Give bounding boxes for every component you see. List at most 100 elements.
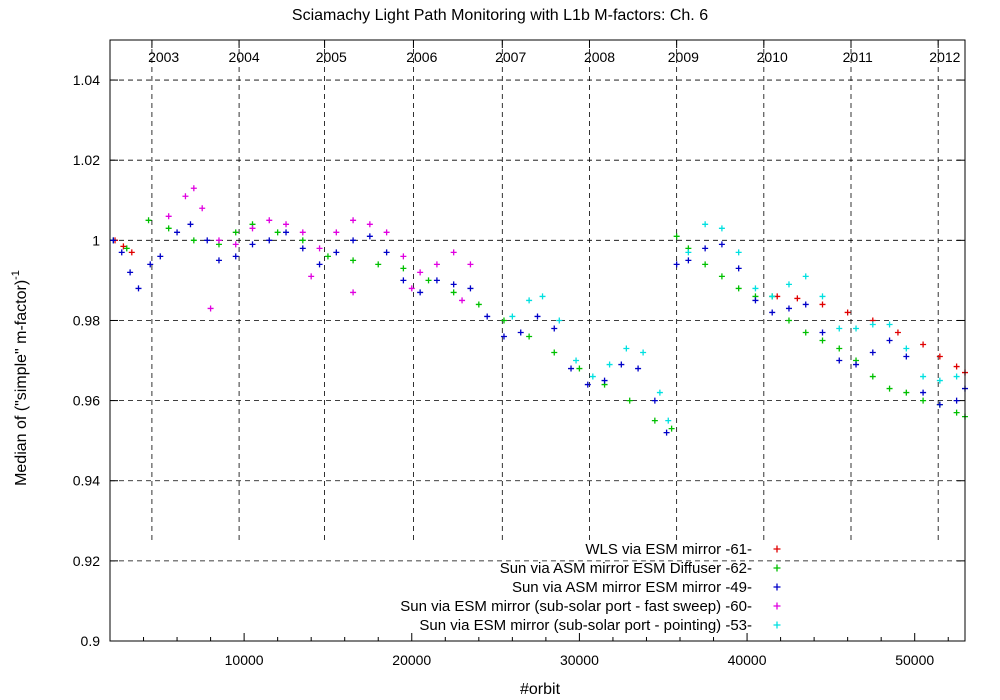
data-point (640, 349, 647, 356)
data-point (651, 397, 658, 404)
data-point (953, 397, 960, 404)
data-point (350, 289, 357, 296)
x-tick-label: 30000 (560, 652, 599, 668)
data-point (128, 249, 135, 256)
data-point (350, 257, 357, 264)
data-point (539, 293, 546, 300)
data-point (802, 273, 809, 280)
data-point (366, 233, 373, 240)
chart-title: Sciamachy Light Path Monitoring with L1b… (292, 7, 708, 24)
data-point (584, 381, 591, 388)
data-point (836, 357, 843, 364)
data-point (601, 377, 608, 384)
data-point (433, 261, 440, 268)
data-point (165, 225, 172, 232)
data-point (903, 345, 910, 352)
data-point (953, 373, 960, 380)
data-point (573, 357, 580, 364)
data-point (517, 329, 524, 336)
data-point (785, 281, 792, 288)
x-axis-label: #orbit (520, 681, 561, 698)
data-point (157, 253, 164, 260)
data-point (215, 257, 222, 264)
data-point (953, 363, 960, 370)
data-point (500, 333, 507, 340)
data-point (673, 261, 680, 268)
data-point (204, 237, 211, 244)
legend-label: Sun via ESM mirror (sub-solar port - poi… (419, 617, 752, 634)
data-point (656, 389, 663, 396)
data-point (702, 261, 709, 268)
data-point (618, 361, 625, 368)
year-label: 2008 (584, 49, 615, 65)
data-point (802, 329, 809, 336)
data-point (417, 269, 424, 276)
data-point (110, 237, 117, 244)
data-point (467, 261, 474, 268)
data-point (425, 277, 432, 284)
y-tick-label: 1.04 (73, 72, 100, 88)
data-point (819, 301, 826, 308)
x-tick-label: 50000 (895, 652, 934, 668)
year-label: 2003 (148, 49, 179, 65)
data-point (534, 313, 541, 320)
data-points (110, 185, 968, 436)
year-label: 2009 (668, 49, 699, 65)
data-point (735, 249, 742, 256)
y-tick-label: 0.94 (73, 473, 100, 489)
data-point (433, 277, 440, 284)
data-point (752, 297, 759, 304)
data-point (199, 205, 206, 212)
data-point (165, 213, 172, 220)
data-point (903, 389, 910, 396)
data-point (606, 361, 613, 368)
data-point (576, 365, 583, 372)
data-point (663, 429, 670, 436)
series-group (165, 185, 474, 312)
data-point (635, 365, 642, 372)
data-point (903, 353, 910, 360)
data-point (500, 317, 507, 324)
data-point (266, 237, 273, 244)
series-group (509, 221, 960, 424)
data-point (350, 217, 357, 224)
data-point (774, 293, 781, 300)
y-tick-label: 1 (92, 232, 100, 248)
data-point (190, 185, 197, 192)
data-point (853, 361, 860, 368)
legend-label: WLS via ESM mirror -61- (585, 541, 752, 558)
y-axis-label: Median of ("simple" m-factor)-1 (10, 270, 30, 486)
data-point (886, 321, 893, 328)
data-point (568, 365, 575, 372)
y-tick-label: 0.9 (81, 633, 101, 649)
data-point (333, 249, 340, 256)
data-point (123, 245, 130, 252)
data-point (324, 253, 331, 260)
y-tick-label: 0.96 (73, 393, 100, 409)
data-point (127, 269, 134, 276)
y-axis-label-main: Median of ("simple" m-factor) (13, 280, 30, 486)
year-label: 2006 (406, 49, 437, 65)
data-point (785, 317, 792, 324)
data-point (350, 237, 357, 244)
data-point (953, 409, 960, 416)
data-point (190, 237, 197, 244)
data-point (459, 297, 466, 304)
year-label: 2005 (316, 49, 347, 65)
data-point (283, 229, 290, 236)
data-point (769, 309, 776, 316)
data-point (475, 301, 482, 308)
data-point (936, 353, 943, 360)
data-point (794, 295, 801, 302)
data-point (785, 305, 792, 312)
series-group (110, 221, 968, 436)
legend-label: Sun via ESM mirror (sub-solar port - fas… (400, 598, 752, 615)
data-point (308, 273, 315, 280)
data-point (299, 245, 306, 252)
data-point (551, 325, 558, 332)
legend-label: Sun via ASM mirror ESM Diffuser -62- (500, 560, 752, 577)
legend-label: Sun via ASM mirror ESM mirror -49- (512, 579, 752, 596)
y-axis-label-superscript: -1 (10, 270, 22, 280)
data-point (702, 245, 709, 252)
series-group (112, 237, 968, 376)
